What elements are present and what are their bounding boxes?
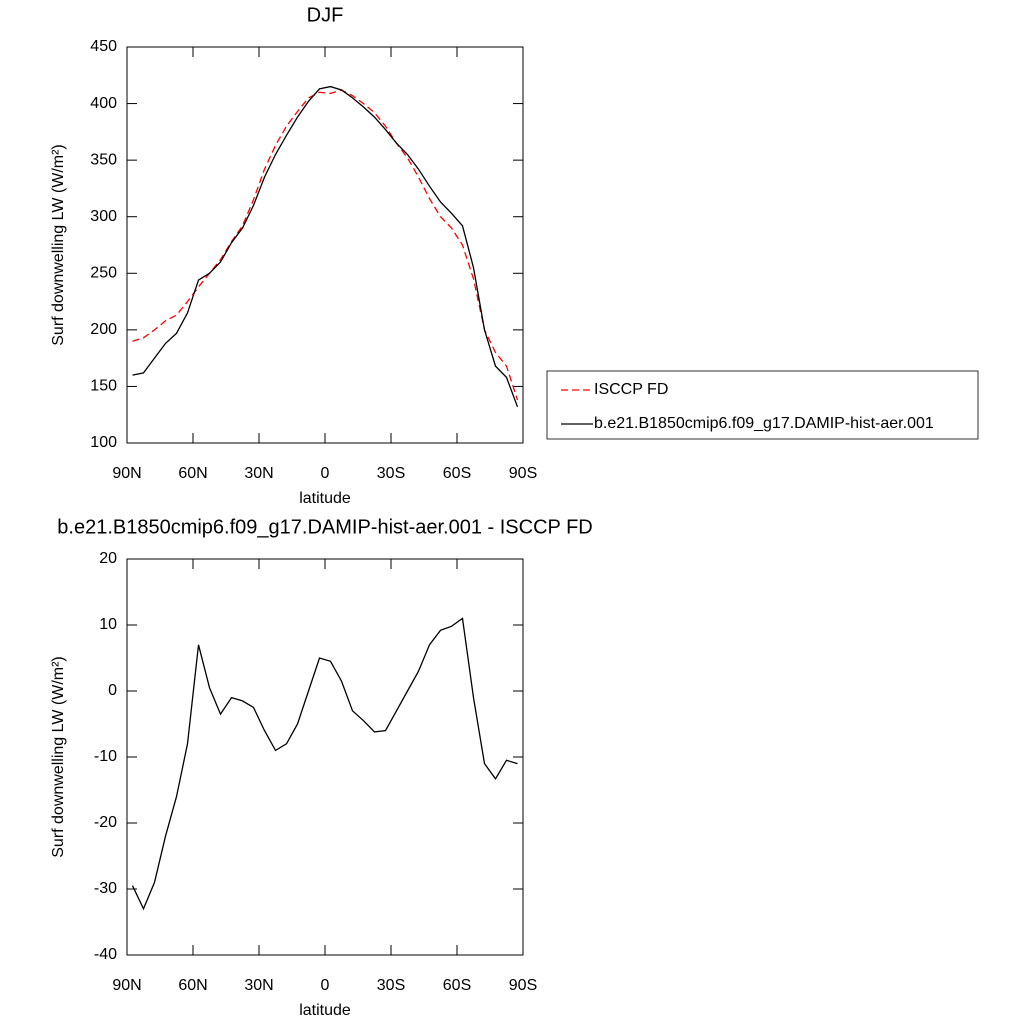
x-tick-label: 30S	[377, 977, 405, 994]
y-tick-label: -40	[94, 946, 117, 963]
x-tick-label: 90S	[509, 465, 537, 482]
y-axis-label: Surf downwelling LW (W/m²)	[50, 144, 67, 346]
y-tick-label: 250	[90, 265, 117, 282]
y-axis-label: Surf downwelling LW (W/m²)	[50, 656, 67, 858]
y-tick-label: 300	[90, 208, 117, 225]
y-tick-label: 10	[99, 616, 117, 633]
x-tick-label: 90N	[112, 977, 141, 994]
chart-title: b.e21.B1850cmip6.f09_g17.DAMIP-hist-aer.…	[57, 516, 592, 538]
plot-frame	[126, 46, 524, 444]
x-tick-label: 30N	[244, 465, 273, 482]
x-tick-label: 60N	[178, 465, 207, 482]
legend-label: ISCCP FD	[594, 381, 668, 398]
y-tick-label: 400	[90, 95, 117, 112]
plot-frame	[126, 558, 524, 956]
y-tick-label: 450	[90, 38, 117, 55]
y-tick-label: 200	[90, 321, 117, 338]
x-tick-label: 30N	[244, 977, 273, 994]
data-line	[132, 89, 519, 401]
x-tick-label: 60S	[443, 465, 471, 482]
data-line	[132, 85, 519, 408]
data-line	[131, 617, 518, 911]
x-axis-label: latitude	[299, 490, 351, 507]
x-tick-label: 60S	[443, 977, 471, 994]
legend-box	[546, 370, 979, 440]
y-tick-label: -10	[94, 748, 117, 765]
y-tick-label: 20	[99, 550, 117, 567]
x-tick-label: 0	[321, 977, 330, 994]
legend-label: b.e21.B1850cmip6.f09_g17.DAMIP-hist-aer.…	[594, 415, 934, 432]
y-tick-label: 150	[90, 378, 117, 395]
y-tick-label: 100	[90, 434, 117, 451]
x-tick-label: 0	[321, 465, 330, 482]
x-axis-label: latitude	[299, 1002, 351, 1019]
x-tick-label: 60N	[178, 977, 207, 994]
x-tick-label: 90N	[112, 465, 141, 482]
x-tick-label: 30S	[377, 465, 405, 482]
y-tick-label: 350	[90, 151, 117, 168]
y-tick-label: -30	[94, 880, 117, 897]
y-tick-label: -20	[94, 814, 117, 831]
y-tick-label: 0	[108, 682, 117, 699]
x-tick-label: 90S	[509, 977, 537, 994]
chart-title: DJF	[307, 4, 344, 26]
